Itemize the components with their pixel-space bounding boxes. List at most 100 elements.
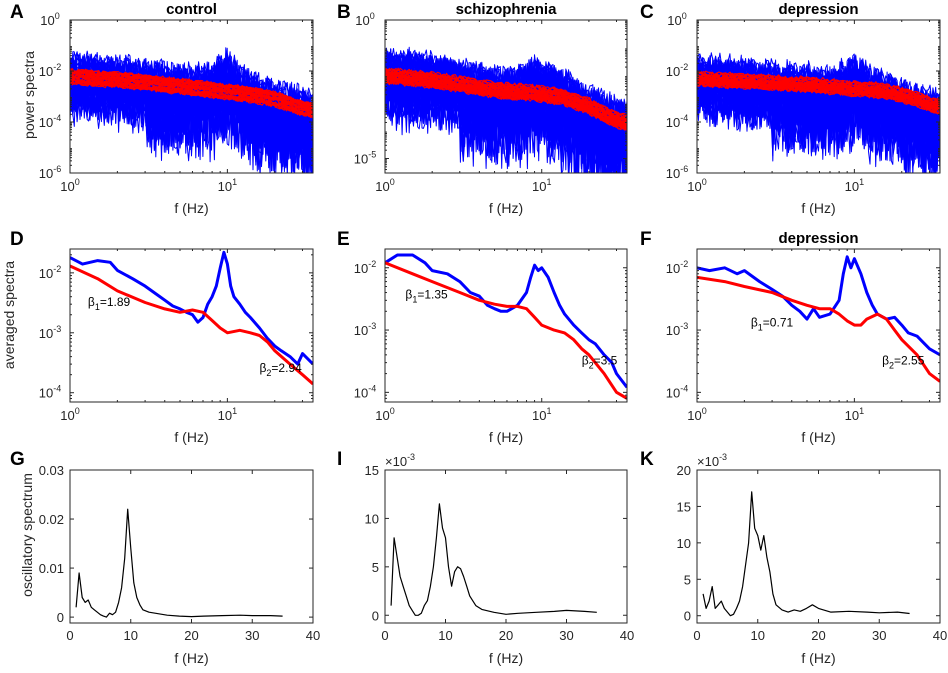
tick-label: 101 (845, 406, 864, 423)
tick-label: 10-4 (354, 383, 376, 400)
raw-spectrum-line (385, 83, 627, 173)
panel-title: control (166, 1, 217, 18)
fit-line (697, 81, 940, 113)
tick-label: 10-2 (354, 259, 376, 276)
oscillatory-line (702, 491, 910, 617)
beta-annotation: β1=0.71 (751, 315, 794, 332)
tick-label: 101 (218, 177, 237, 194)
tick-label: 100 (40, 11, 59, 28)
aperiodic-fit-line (697, 275, 940, 383)
tick-label: 10-2 (39, 264, 61, 281)
fit-line (70, 71, 313, 108)
tick-label: 20 (184, 628, 198, 643)
tick-label: 0 (66, 628, 73, 643)
plot-area (70, 250, 313, 386)
tick-label: 40 (306, 628, 320, 643)
plot-area (697, 52, 940, 173)
tick-label: 30 (245, 628, 259, 643)
tick-label: 20 (811, 628, 825, 643)
fit-line (697, 74, 940, 107)
x-axis-label: f (Hz) (489, 650, 523, 666)
beta-annotation: β2=2.55 (882, 353, 925, 370)
x-axis-label: f (Hz) (174, 429, 208, 445)
tick-label: 10 (124, 628, 138, 643)
panel-letter: I (337, 449, 342, 470)
tick-label: 100 (375, 177, 394, 194)
x-axis-label: f (Hz) (174, 200, 208, 216)
x-axis-label: f (Hz) (801, 650, 835, 666)
plot-area (75, 508, 283, 618)
tick-label: 0 (684, 609, 691, 624)
tick-label: 100 (375, 406, 394, 423)
tick-label: 30 (872, 628, 886, 643)
tick-label: 10-6 (39, 164, 61, 181)
beta-annotation: β2=3.5 (582, 353, 618, 370)
fit-line (70, 80, 313, 116)
plot-area (385, 46, 627, 173)
tick-label: 100 (667, 11, 686, 28)
tick-label: 10 (677, 536, 691, 551)
axes-box (69, 469, 314, 624)
fit-line (385, 73, 627, 126)
plot-area (70, 47, 313, 173)
exponent-label: ×10-3 (697, 452, 727, 469)
tick-label: 20 (677, 463, 691, 478)
axes-box (69, 248, 314, 403)
panel-e: Eβ1=1.35 β2=3.5 100 101 10-4 10-3 10-2 f (Hz) (337, 229, 628, 445)
x-axis-label: f (Hz) (174, 650, 208, 666)
plot-area (702, 491, 910, 617)
panel-title: depression (778, 230, 858, 247)
oscillatory-line (390, 503, 597, 616)
panel-letter: C (640, 2, 654, 23)
tick-label: 15 (677, 499, 691, 514)
tick-label: 10-3 (354, 321, 376, 338)
tick-label: 0.01 (39, 561, 64, 576)
aperiodic-fit-line (385, 261, 627, 400)
row3-ylabel: oscillatory spectrum (19, 473, 35, 597)
tick-label: 100 (355, 11, 374, 28)
oscillatory-line (75, 508, 283, 618)
row2-ylabel: averaged spectra (1, 261, 17, 369)
exponent-label: ×10-3 (385, 452, 415, 469)
row1-ylabel: power spectra (21, 51, 37, 139)
tick-label: 0 (372, 608, 379, 623)
tick-label: 101 (218, 406, 237, 423)
panel-letter: E (337, 229, 350, 250)
panel-i: I 0 10 20 30 40 0 5 10 15 ×10-3 f (Hz) (337, 449, 634, 666)
tick-label: 0 (57, 610, 64, 625)
tick-label: 10-4 (666, 383, 688, 400)
averaged-spectrum-line (385, 253, 627, 389)
fit-line (385, 67, 627, 119)
beta-annotation: β1=1.89 (88, 295, 131, 312)
panel-letter: G (10, 449, 25, 470)
panel-g: G 0 10 20 30 40 0 0.01 0.02 0.03 f (Hz) (10, 449, 320, 666)
axes-box (696, 469, 941, 624)
tick-label: 10 (365, 511, 379, 526)
plot-area (697, 255, 940, 383)
x-axis-label: f (Hz) (489, 429, 523, 445)
tick-label: 100 (687, 406, 706, 423)
fit-line (697, 70, 940, 103)
axes-box (384, 248, 628, 403)
tick-label: 10-3 (39, 324, 61, 341)
fit-line (70, 70, 313, 107)
aperiodic-fit-line (70, 264, 313, 386)
fit-line (70, 77, 313, 112)
tick-label: 10-2 (666, 62, 688, 79)
tick-label: 10 (751, 628, 765, 643)
panel-title: depression (778, 1, 858, 18)
tick-label: 0 (381, 628, 388, 643)
x-axis-label: f (Hz) (801, 200, 835, 216)
fit-line (385, 78, 627, 128)
plot-area (385, 253, 627, 400)
axes-box (384, 19, 628, 174)
tick-label: 40 (620, 628, 634, 643)
averaged-spectrum-line (697, 255, 940, 357)
axes-box (696, 19, 941, 174)
tick-label: 101 (532, 406, 551, 423)
beta-annotation: β2=2.94 (260, 361, 303, 378)
tick-label: 100 (60, 406, 79, 423)
